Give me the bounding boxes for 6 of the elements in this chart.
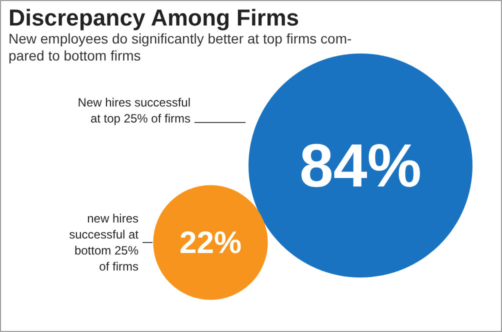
text: Discrepancy Among Firms bbox=[8, 4, 300, 30]
data-label: 22% bbox=[179, 225, 242, 260]
category-label: new hires successful at bottom 25% of firms bbox=[69, 211, 140, 274]
category-label: New hires successful at top 25% of firms bbox=[78, 95, 191, 126]
data-label: 84% bbox=[299, 132, 422, 200]
text: New employees do significantly better at top firms com- pared to bottom firms bbox=[8, 30, 352, 64]
